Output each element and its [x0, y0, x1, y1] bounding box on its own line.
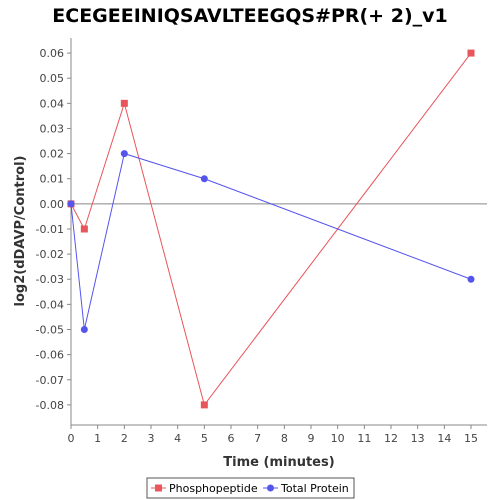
x-tick-label: 7	[254, 432, 261, 445]
data-point-total-protein	[467, 275, 475, 283]
x-tick-label: 13	[411, 432, 425, 445]
plot-area	[71, 38, 487, 425]
legend-box	[146, 477, 355, 499]
legend-label-phosphopeptide: Phosphopeptide	[169, 482, 258, 495]
y-tick-label: -0.07	[36, 374, 64, 387]
x-tick-label: 12	[384, 432, 398, 445]
y-tick-label: -0.08	[36, 399, 64, 412]
data-point-total-protein	[200, 175, 208, 183]
x-tick-label: 3	[148, 432, 155, 445]
y-tick-label: -0.06	[36, 349, 64, 362]
chart-title: ECEGEEINIQSAVLTEEGQS#PR(+ 2)_v1	[52, 5, 447, 27]
x-axis-title: Time (minutes)	[223, 455, 334, 470]
x-tick-label: 14	[437, 432, 451, 445]
y-tick-label: 0.00	[40, 198, 65, 211]
y-tick-label: 0.01	[40, 173, 65, 186]
legend-marker-total-protein	[267, 484, 274, 492]
data-point-phosphopeptide	[467, 49, 475, 57]
data-point-phosphopeptide	[200, 401, 208, 409]
y-tick-label: 0.03	[40, 122, 65, 135]
x-tick-label: 11	[357, 432, 371, 445]
x-tick-label: 10	[331, 432, 345, 445]
data-point-total-protein	[120, 150, 128, 158]
x-tick-label: 6	[228, 432, 235, 445]
y-tick-label: 0.02	[40, 148, 65, 161]
y-tick-label: 0.04	[40, 97, 65, 110]
y-axis-title: log2(dDAVP/Control)	[13, 156, 28, 307]
y-tick-label: -0.03	[36, 273, 64, 286]
data-point-total-protein	[80, 326, 88, 334]
series-group	[67, 49, 475, 409]
y-tick-label: 0.06	[40, 47, 65, 60]
x-tick-label: 15	[464, 432, 478, 445]
legend-label-total-protein: Total Protein	[280, 482, 349, 495]
legend: Phosphopeptide Total Protein	[146, 477, 355, 499]
x-tick-label: 4	[174, 432, 181, 445]
data-point-total-protein	[67, 200, 75, 208]
x-tick-label: 1	[94, 432, 101, 445]
y-tick-label: -0.02	[36, 248, 64, 261]
y-tick-label: -0.04	[36, 298, 64, 311]
x-tick-label: 5	[201, 432, 208, 445]
y-ticks: -0.08 -0.07 -0.06 -0.05 -0.04 -0.03 -0.02 -0.01…	[36, 47, 71, 412]
data-point-phosphopeptide	[120, 99, 128, 107]
data-point-phosphopeptide	[80, 225, 88, 233]
y-tick-label: -0.05	[36, 324, 64, 337]
x-tick-label: 2	[121, 432, 128, 445]
y-tick-label: 0.05	[40, 72, 65, 85]
legend-marker-phosphopeptide	[155, 484, 162, 492]
x-tick-label: 9	[308, 432, 315, 445]
x-tick-label: 0	[68, 432, 75, 445]
y-tick-label: -0.01	[36, 223, 64, 236]
x-ticks: 0 1 2 3 4 5 6 7 8 9 10 11 12 13 14 15	[68, 425, 478, 445]
x-tick-label: 8	[281, 432, 288, 445]
